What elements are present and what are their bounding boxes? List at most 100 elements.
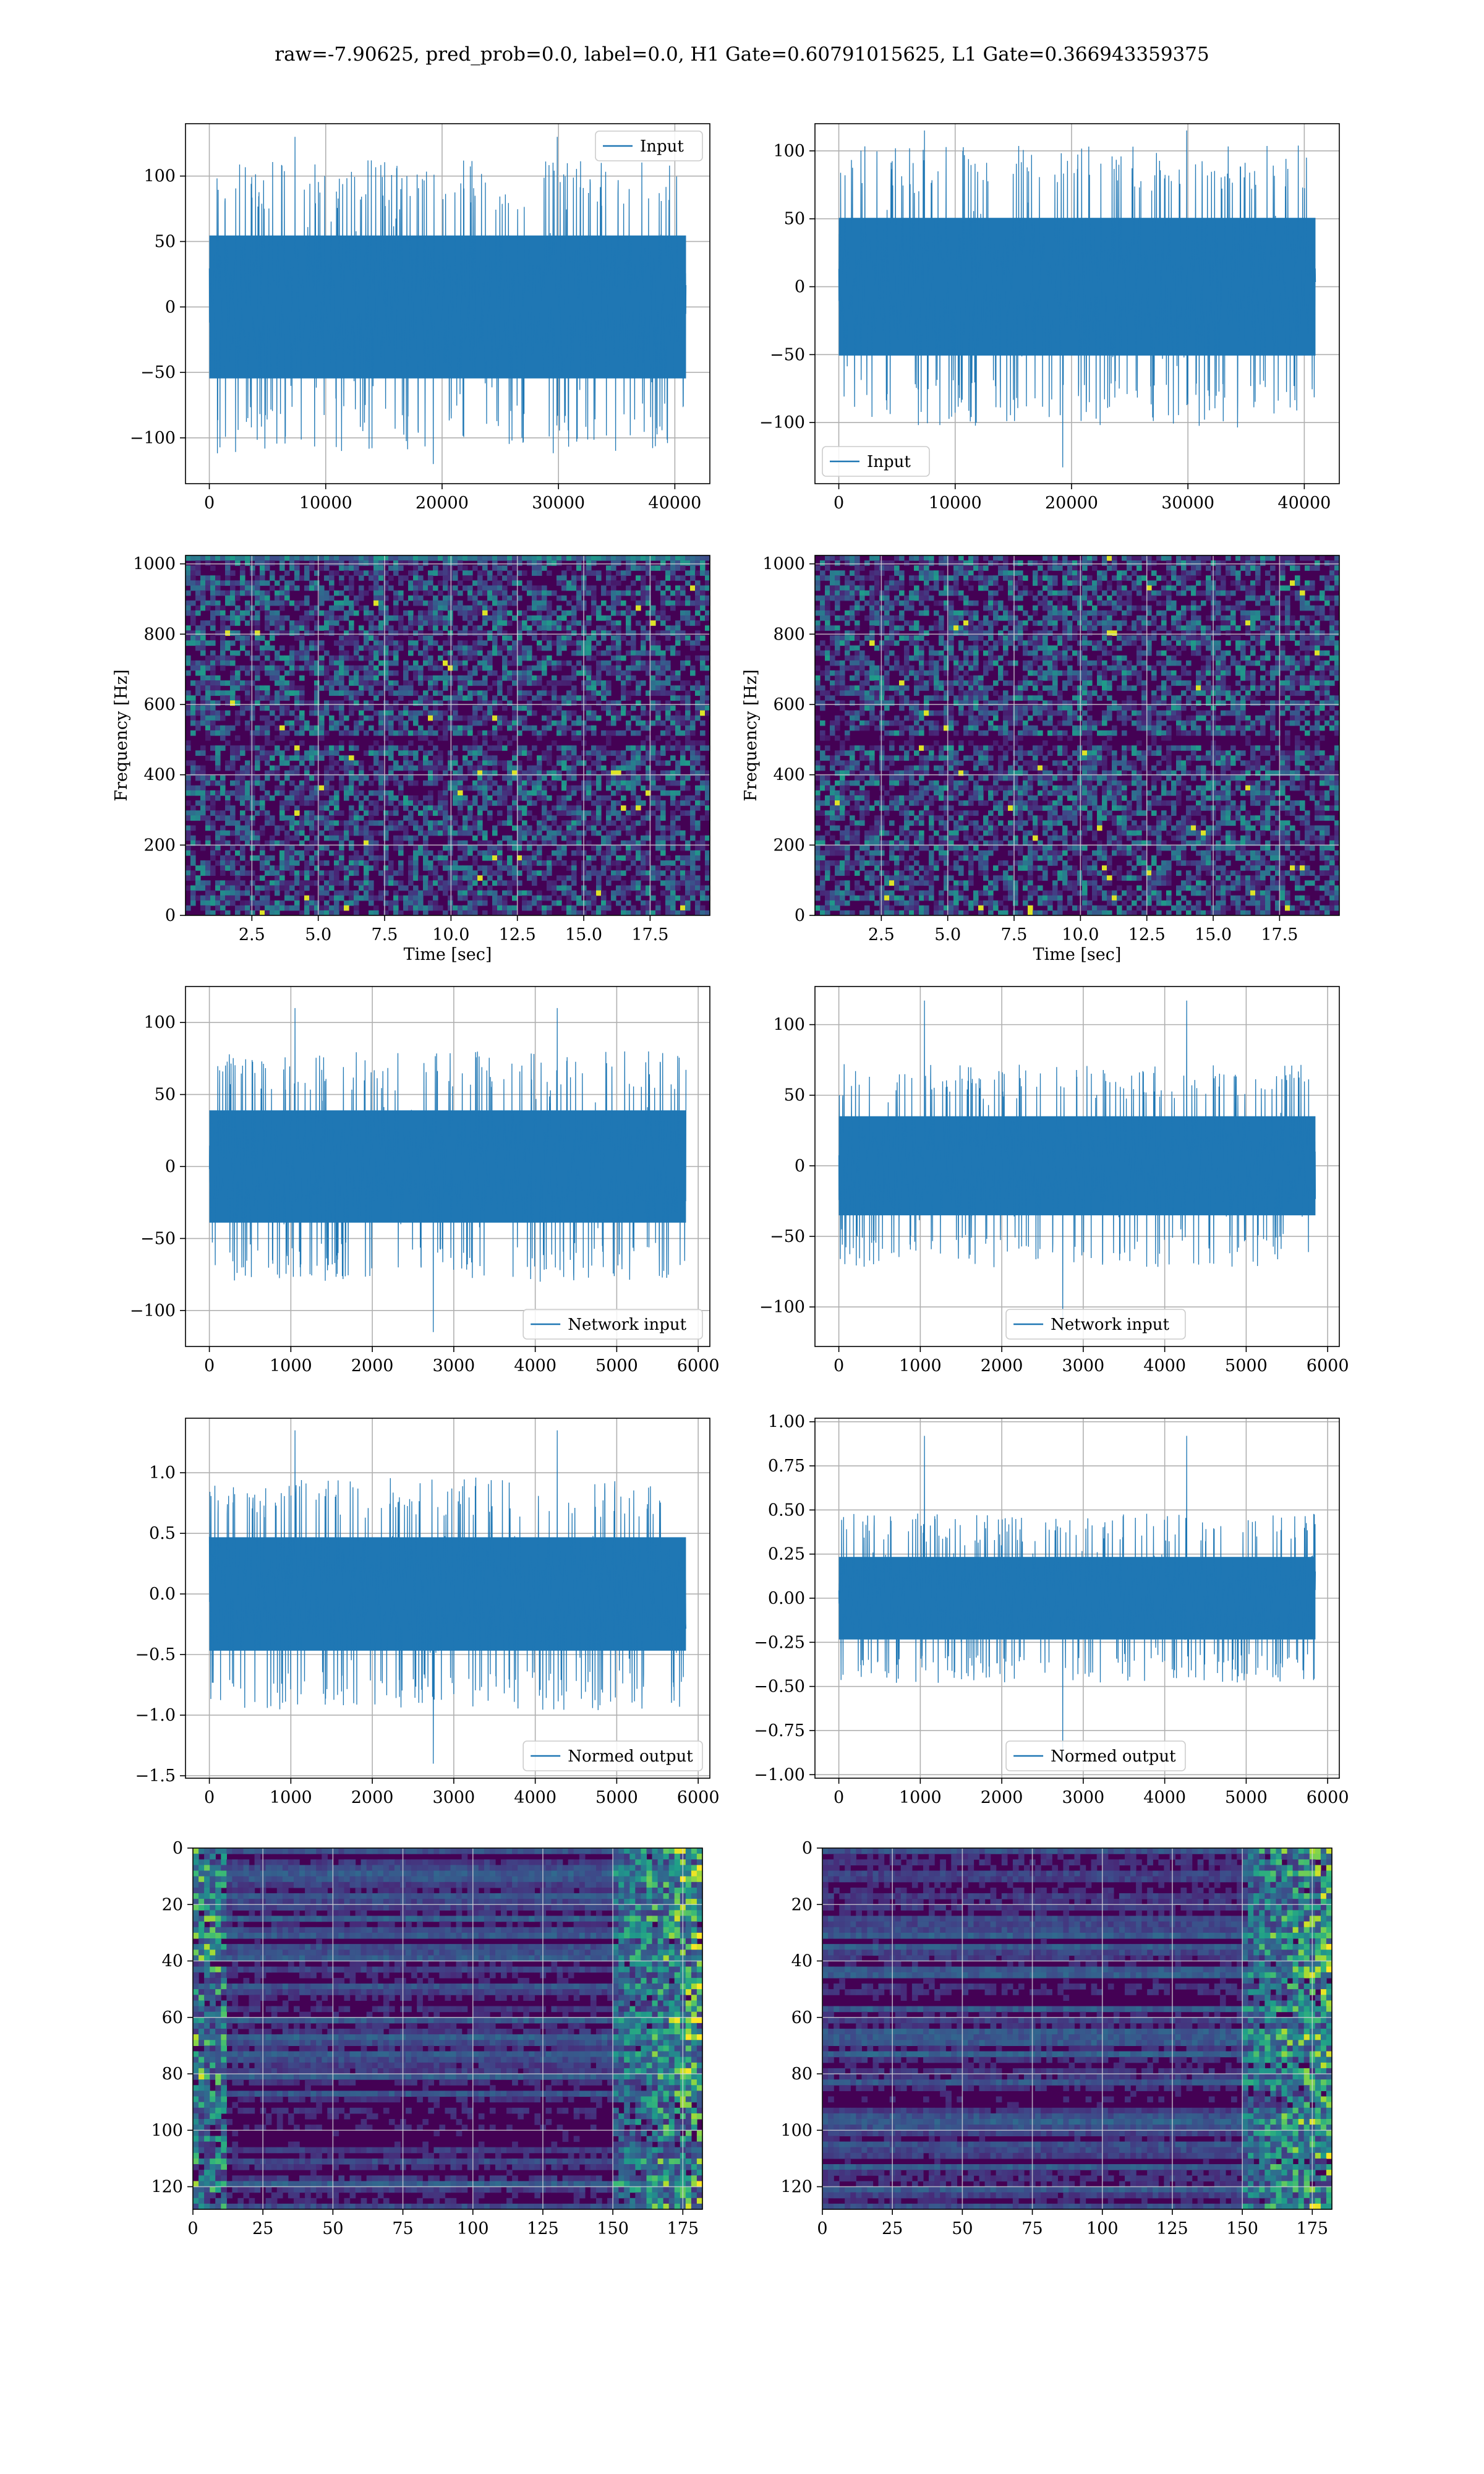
heatmap-cell bbox=[482, 555, 488, 561]
heatmap-cell bbox=[497, 860, 503, 866]
heatmap-cell bbox=[492, 695, 498, 701]
heatmap-cell bbox=[230, 830, 236, 836]
heatmap-cell bbox=[700, 710, 706, 716]
heatmap-cell bbox=[695, 630, 701, 636]
heatmap-cell bbox=[329, 825, 335, 831]
heatmap-cell bbox=[344, 630, 349, 636]
heatmap-cell bbox=[329, 570, 335, 576]
heatmap-cell bbox=[646, 765, 651, 771]
heatmap-cell bbox=[547, 835, 552, 841]
heatmap-cell bbox=[611, 585, 616, 591]
heatmap-cell bbox=[314, 690, 320, 696]
heatmap-cell bbox=[477, 775, 483, 781]
heatmap-cell bbox=[393, 700, 399, 706]
heatmap-cell bbox=[463, 675, 468, 681]
heatmap-cell bbox=[685, 720, 691, 726]
heatmap-cell bbox=[225, 730, 231, 736]
heatmap-cell bbox=[245, 885, 250, 891]
heatmap-cell bbox=[700, 700, 706, 706]
heatmap-cell bbox=[611, 835, 616, 841]
heatmap-cell bbox=[230, 860, 236, 866]
heatmap-cell bbox=[467, 880, 473, 886]
heatmap-cell bbox=[235, 665, 241, 671]
heatmap-cell bbox=[393, 825, 399, 831]
heatmap-cell bbox=[220, 555, 226, 561]
heatmap-cell bbox=[235, 675, 241, 681]
heatmap-cell bbox=[334, 675, 339, 681]
heatmap-cell bbox=[438, 885, 443, 891]
heatmap-cell bbox=[507, 650, 513, 656]
heatmap-cell bbox=[616, 730, 621, 736]
heatmap-cell bbox=[289, 895, 295, 901]
heatmap-cell bbox=[210, 820, 216, 826]
heatmap-cell bbox=[472, 610, 478, 616]
heatmap-cell bbox=[556, 860, 562, 866]
heatmap-cell bbox=[616, 560, 621, 566]
heatmap-cell bbox=[265, 840, 270, 846]
heatmap-cell bbox=[200, 775, 206, 781]
heatmap-cell bbox=[369, 660, 374, 666]
heatmap-cell bbox=[665, 875, 671, 881]
heatmap-cell bbox=[477, 585, 483, 591]
heatmap-cell bbox=[373, 640, 379, 646]
heatmap-cell bbox=[393, 610, 399, 616]
heatmap-cell bbox=[443, 780, 448, 786]
heatmap-cell bbox=[606, 860, 612, 866]
heatmap-cell bbox=[260, 805, 265, 811]
heatmap-cell bbox=[230, 895, 236, 901]
heatmap-cell bbox=[334, 745, 339, 751]
heatmap-cell bbox=[393, 870, 399, 876]
heatmap-cell bbox=[700, 890, 706, 896]
heatmap-cell bbox=[284, 570, 290, 576]
heatmap-cell bbox=[1260, 555, 1266, 561]
heatmap-cell bbox=[601, 750, 607, 756]
heatmap-cell bbox=[695, 640, 701, 646]
heatmap-cell bbox=[675, 720, 681, 726]
heatmap-cell bbox=[1245, 560, 1251, 566]
heatmap-cell bbox=[373, 615, 379, 621]
heatmap-cell bbox=[566, 710, 572, 716]
heatmap-cell bbox=[339, 765, 344, 771]
heatmap-cell bbox=[1127, 565, 1132, 571]
heatmap-cell bbox=[334, 910, 339, 916]
heatmap-cell bbox=[601, 630, 607, 636]
heatmap-cell bbox=[655, 750, 661, 756]
heatmap-cell bbox=[561, 890, 567, 896]
heatmap-cell bbox=[393, 640, 399, 646]
heatmap-cell bbox=[586, 895, 592, 901]
heatmap-cell bbox=[403, 775, 409, 781]
heatmap-cell bbox=[993, 555, 999, 561]
heatmap-cell bbox=[294, 720, 300, 726]
heatmap-cell bbox=[250, 700, 255, 706]
heatmap-cell bbox=[512, 875, 518, 881]
heatmap-cell bbox=[220, 830, 226, 836]
heatmap-cell bbox=[448, 675, 453, 681]
heatmap-cell bbox=[284, 555, 290, 561]
heatmap-cell bbox=[205, 780, 211, 786]
heatmap-cell bbox=[408, 690, 414, 696]
heatmap-cell bbox=[512, 905, 518, 911]
heatmap-cell bbox=[487, 815, 493, 821]
heatmap-cell bbox=[502, 660, 508, 666]
heatmap-cell bbox=[601, 765, 607, 771]
heatmap-cell bbox=[324, 610, 330, 616]
heatmap-cell bbox=[190, 600, 196, 606]
heatmap-cell bbox=[705, 790, 710, 796]
heatmap-cell bbox=[186, 690, 191, 696]
heatmap-cell bbox=[458, 890, 463, 896]
heatmap-cell bbox=[889, 565, 895, 571]
heatmap-cell bbox=[561, 800, 567, 806]
heatmap-cell bbox=[284, 805, 290, 811]
heatmap-cell bbox=[482, 585, 488, 591]
heatmap-cell bbox=[665, 900, 671, 906]
heatmap-cell bbox=[507, 775, 513, 781]
heatmap-cell bbox=[270, 555, 275, 561]
heatmap-cell bbox=[675, 805, 681, 811]
heatmap-cell bbox=[537, 820, 542, 826]
heatmap-cell bbox=[695, 770, 701, 776]
heatmap-cell bbox=[230, 745, 236, 751]
heatmap-cell bbox=[245, 725, 250, 731]
heatmap-cell bbox=[329, 810, 335, 816]
heatmap-cell bbox=[388, 820, 394, 826]
heatmap-cell bbox=[611, 780, 616, 786]
